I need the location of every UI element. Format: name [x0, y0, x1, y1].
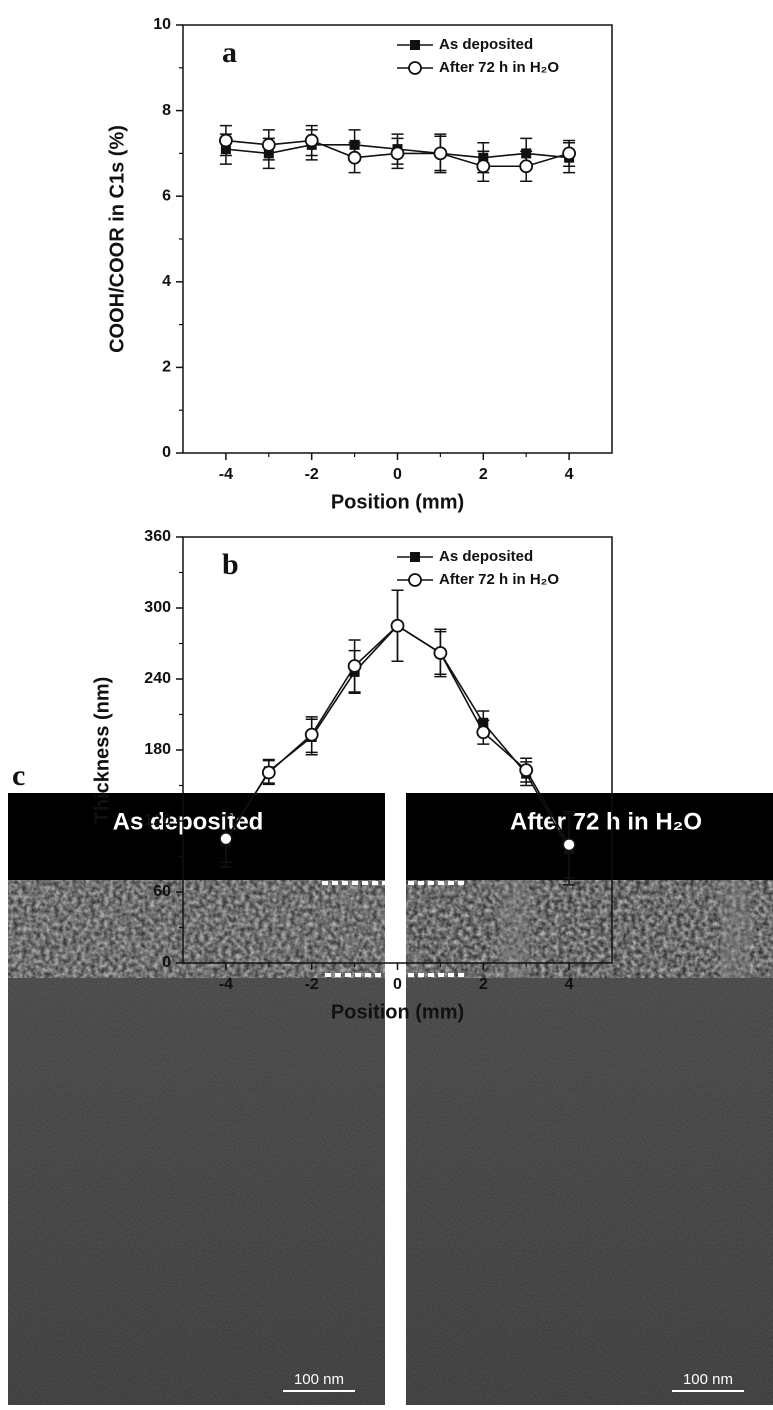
x-axis-label: Position (mm): [331, 491, 464, 513]
marker: [519, 763, 534, 778]
marker: [433, 146, 448, 161]
panel-label: c: [12, 759, 25, 792]
sem-image: After 72 h in H₂O 100 nm: [406, 793, 773, 1405]
y-tick-label: 240: [144, 670, 171, 687]
x-axis-label: Position (mm): [331, 1001, 464, 1023]
legend-marker: [408, 61, 422, 75]
marker: [390, 146, 405, 161]
y-tick-label: 8: [162, 102, 171, 119]
marker: [304, 133, 319, 148]
y-tick-label: 0: [162, 444, 171, 461]
x-tick-label: 0: [393, 976, 402, 993]
x-tick-label: -4: [219, 466, 233, 483]
y-tick-label: 180: [144, 741, 171, 758]
y-tick-label: 10: [153, 16, 171, 33]
y-tick-label: 2: [162, 359, 171, 376]
y-axis-label: COOH/COOR in C1s (%): [106, 125, 128, 353]
y-tick-label: 60: [153, 883, 171, 900]
marker: [476, 725, 491, 740]
marker: [433, 646, 448, 660]
x-tick-label: -2: [305, 466, 319, 483]
scale-bar-label: 100 nm: [683, 1371, 733, 1388]
image-title: As deposited: [113, 808, 264, 835]
legend-label: As deposited: [439, 36, 533, 53]
legend-label: As deposited: [439, 548, 533, 565]
x-tick-label: -4: [219, 976, 233, 993]
legend-marker: [410, 40, 420, 50]
x-tick-label: 0: [393, 466, 402, 483]
marker: [562, 837, 576, 852]
marker: [519, 159, 534, 174]
legend-label: After 72 h in H₂O: [439, 59, 559, 76]
panel-label: a: [222, 36, 237, 69]
marker: [476, 159, 491, 174]
y-tick-label: 0: [162, 954, 171, 971]
x-tick-label: 4: [565, 466, 574, 483]
marker: [347, 150, 362, 165]
marker: [304, 727, 319, 742]
legend-marker: [410, 552, 420, 562]
marker: [261, 765, 276, 780]
legend-label: After 72 h in H₂O: [439, 571, 559, 588]
x-tick-label: 2: [479, 976, 488, 993]
marker: [261, 137, 276, 152]
y-tick-label: 4: [162, 273, 171, 290]
y-tick-label: 6: [162, 187, 171, 204]
marker: [562, 146, 576, 161]
image-title: After 72 h in H₂O: [510, 808, 702, 835]
x-tick-label: -2: [305, 976, 319, 993]
y-tick-label: 300: [144, 599, 171, 616]
marker: [218, 831, 233, 846]
y-axis-label: Thickness (nm): [91, 677, 113, 824]
legend-marker: [408, 573, 422, 587]
thickness-guide: [322, 881, 468, 977]
marker: [347, 659, 362, 673]
plot-frame: [182, 24, 613, 454]
y-tick-label: 120: [144, 812, 171, 829]
x-tick-label: 2: [479, 466, 488, 483]
marker: [218, 133, 233, 148]
x-tick-label: 4: [565, 976, 574, 993]
scale-bar-label: 100 nm: [294, 1371, 344, 1388]
panel-label: b: [222, 548, 239, 581]
sem-image: As deposited 100 nm: [8, 793, 385, 1405]
marker: [390, 618, 405, 633]
y-tick-label: 360: [144, 528, 171, 545]
